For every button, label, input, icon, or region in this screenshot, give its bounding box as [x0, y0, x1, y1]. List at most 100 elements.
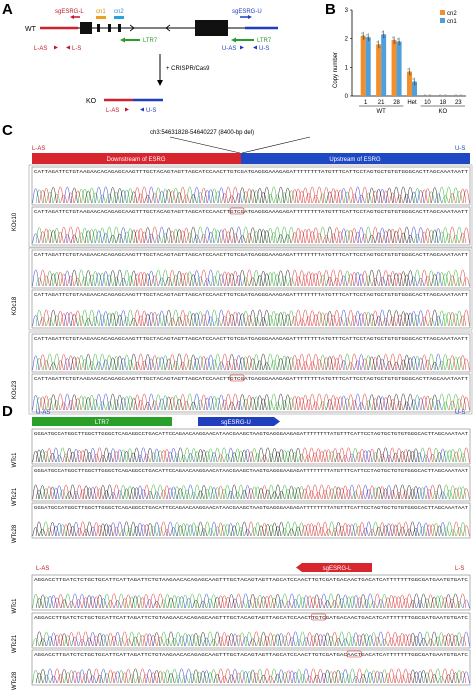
panel-a: A WT sgESRG-L cn1 cn2 sgESRG-U LTR7 LTR7…: [2, 1, 278, 114]
trace-C: [32, 309, 442, 327]
trace-A: [32, 668, 463, 684]
sequence-text: CATTAGATTCTGTAAGAACACAGAGCAAGTTTGCTACAGT…: [34, 377, 469, 382]
y-tick-label: 1: [345, 65, 349, 71]
exon-4: [118, 24, 121, 32]
y-axis-label: Copy number: [333, 52, 339, 88]
mutation-highlight: [311, 613, 327, 621]
trace-A: [35, 269, 463, 287]
ko-l-as-arrow: [125, 107, 129, 112]
deletion-line-left: [169, 136, 241, 154]
downstream-label: Downstream of ESRG: [106, 157, 165, 163]
trace-c-0-a: CATTAGATTCTGTAAGAACACAGAGCAAGTTTGCTACAGT…: [31, 166, 471, 206]
data-point: [414, 83, 417, 86]
bar-cn1-1: [365, 37, 371, 96]
x-tick-label: 1: [364, 100, 368, 106]
wt-u-as-label: U-AS: [222, 46, 236, 52]
trace-C: [46, 668, 470, 684]
upstream-bar: [241, 153, 470, 164]
data-point: [362, 34, 365, 37]
legend-swatch-cn2: [440, 10, 445, 15]
ltr7-bar-label: LTR7: [95, 420, 110, 426]
x-tick-label: 23: [455, 100, 462, 106]
data-point: [408, 70, 411, 73]
sgesrg-l-bar: [296, 563, 372, 572]
trace-A: [32, 631, 463, 647]
sequence-text: AGGACCTTGATCTCTGCTGCATTCATTAGATTCTGTAAGA…: [34, 578, 469, 583]
deletion-line-right: [241, 136, 311, 154]
ko-u-s-arrow: [140, 107, 144, 112]
trace-c-0-b: CATTAGATTCTGTAAGAACACAGAGCAAGTTTGCTACAGT…: [31, 206, 471, 246]
trace-G: [32, 521, 443, 537]
x-tick-label: 18: [440, 100, 447, 106]
trace-frame: [31, 574, 471, 611]
panel-c-letter: C: [2, 122, 13, 139]
x-tick-label: 28: [393, 100, 400, 106]
trace-A: [35, 226, 463, 244]
wtc1-bottom-label: WTc1: [12, 598, 18, 614]
data-point: [377, 43, 380, 46]
trace-G: [49, 309, 439, 327]
data-point: [428, 94, 431, 96]
trace-d-top-0: GGGATGCCATGGCTTGGCTTGGGCTCAGAGGCCTGACATT…: [31, 428, 471, 465]
c-l-as-label: L-AS: [32, 146, 45, 152]
data-point: [361, 32, 363, 35]
trace-T: [53, 668, 467, 684]
trace-T: [39, 309, 470, 327]
data-point: [382, 33, 385, 36]
group-label-ko: KO: [439, 109, 448, 115]
clone-group-frame: [28, 331, 473, 415]
sgesrg-l-arrowhead: [70, 15, 74, 19]
intron-arrow-2: [165, 24, 171, 32]
cn2-box: [114, 16, 124, 19]
trace-T: [53, 631, 467, 647]
exon-3: [108, 24, 111, 32]
ltr7-left-arrowhead: [120, 37, 125, 43]
wt-l-s-arrow: [66, 45, 70, 50]
data-point: [376, 41, 379, 43]
wt-l-as-arrow: [54, 45, 58, 50]
data-point: [397, 38, 399, 40]
wtc21-bottom-label: WTc21: [12, 634, 18, 653]
trace-G: [35, 631, 460, 647]
trace-C: [46, 593, 470, 609]
trace-G: [49, 226, 439, 244]
trace-G: [49, 353, 439, 371]
trace-T: [39, 353, 470, 371]
data-point: [378, 46, 381, 48]
trace-c-2-b: CATTAGATTCTGTAAGAACACAGAGCAAGTTTGCTACAGT…: [31, 373, 471, 413]
data-point: [409, 73, 412, 75]
koc10-label: KOc10: [12, 212, 18, 231]
data-point: [383, 36, 386, 38]
data-point: [367, 36, 370, 39]
c-u-s-label: U-S: [455, 146, 465, 152]
y-tick-label: 0: [345, 94, 349, 100]
bar-cn2-28: [391, 40, 397, 96]
intron-arrow-1: [129, 24, 135, 32]
trace-C: [32, 226, 442, 244]
y-tick-label: 2: [345, 37, 349, 43]
downstream-bar: [32, 153, 241, 164]
chromatogram-group-c: CATTAGATTCTGTAAGAACACAGAGCAAGTTTGCTACAGT…: [28, 164, 473, 415]
bar-cn2-1: [360, 35, 366, 96]
sgesrg-u-bar: [198, 417, 280, 426]
legend-label-cn1: cn1: [447, 19, 457, 25]
data-point: [439, 94, 442, 96]
wt-u-as-arrow: [240, 45, 244, 50]
trace-C: [32, 269, 442, 287]
wt-u-s-arrow: [253, 45, 257, 50]
data-point: [393, 39, 395, 41]
ko-label: KO: [86, 98, 97, 105]
wt-label: WT: [25, 26, 37, 33]
data-point: [454, 94, 457, 96]
sequence-text: AGGACCTTGATCTCTGCTGCATTCATTAGATTCTGTAAGA…: [34, 616, 469, 621]
wtc28-top-label: WTc28: [12, 524, 18, 543]
clone-group-frame: [28, 164, 473, 248]
crispr-arrowhead: [157, 80, 163, 86]
trace-frame: [31, 649, 471, 686]
trace-T: [39, 393, 470, 411]
sequence-text: CATTAGATTCTGTAAGAACACAGAGCAAGTTTGCTACAGT…: [34, 293, 469, 298]
exon-large: [195, 20, 228, 36]
y-tick-label: 3: [345, 8, 349, 14]
cn1-label: cn1: [96, 9, 106, 15]
cn1-box: [96, 16, 106, 19]
